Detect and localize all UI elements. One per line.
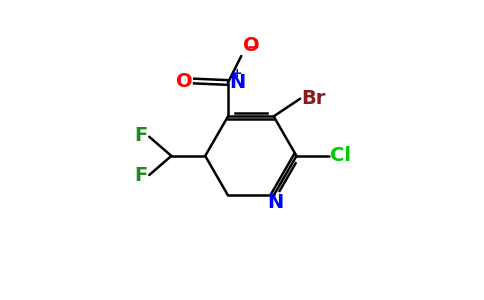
Text: N: N bbox=[229, 73, 246, 92]
Text: +: + bbox=[232, 67, 243, 80]
Text: F: F bbox=[135, 126, 148, 146]
Text: O: O bbox=[243, 35, 259, 55]
Text: −: − bbox=[246, 40, 259, 55]
Text: Br: Br bbox=[302, 89, 326, 108]
Text: N: N bbox=[267, 193, 283, 212]
Text: Cl: Cl bbox=[331, 146, 351, 165]
Text: F: F bbox=[135, 167, 148, 185]
Text: O: O bbox=[176, 71, 193, 91]
